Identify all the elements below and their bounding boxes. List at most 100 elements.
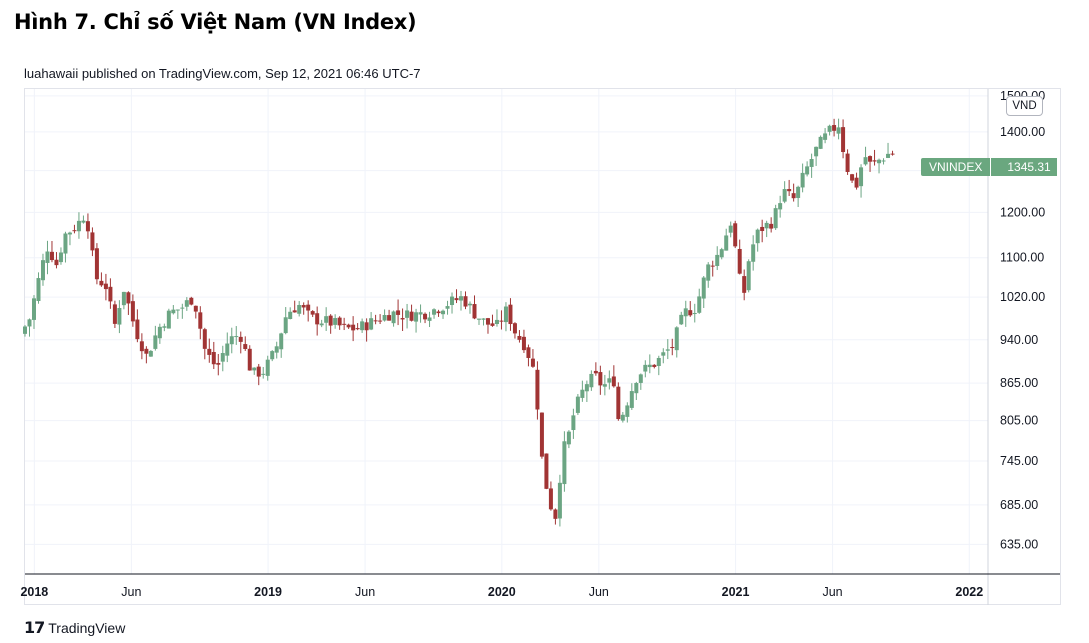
- candle-body: [351, 324, 356, 331]
- candle-body: [710, 265, 715, 267]
- candle-body: [481, 318, 486, 320]
- candle-body: [265, 359, 270, 376]
- candle-body: [391, 311, 396, 324]
- candle-body: [418, 312, 423, 315]
- candle-body: [850, 174, 855, 181]
- candle-body: [634, 383, 639, 394]
- candle-body: [647, 364, 652, 368]
- candle-body: [526, 347, 531, 358]
- y-tick-label: 1100.00: [1000, 251, 1044, 265]
- candle-body: [99, 280, 104, 286]
- x-tick-label: Jun: [822, 585, 842, 599]
- candle-body: [463, 296, 468, 307]
- y-tick-label: 745.00: [1000, 454, 1038, 468]
- candle-body: [494, 319, 499, 324]
- candle-body: [638, 374, 643, 383]
- y-tick-label: 1020.00: [1000, 290, 1045, 304]
- last-price-value: 1345.31: [990, 158, 1057, 176]
- candle-body: [252, 367, 257, 371]
- candle-body: [589, 373, 594, 388]
- candle-body: [58, 252, 63, 263]
- candle-body: [279, 333, 284, 350]
- candle-body: [809, 158, 814, 167]
- candle-body: [877, 159, 882, 164]
- candle-body: [584, 384, 589, 392]
- y-tick-label: 865.00: [1000, 376, 1038, 390]
- candle-body: [764, 222, 769, 229]
- tradingview-logo[interactable]: 17 TradingView: [24, 618, 125, 637]
- candle-body: [301, 305, 306, 308]
- candle-body: [148, 350, 153, 357]
- candle-body: [139, 341, 144, 352]
- candle-body: [274, 346, 279, 353]
- candle-body: [562, 441, 567, 485]
- candle-body: [135, 319, 140, 340]
- candle-body: [566, 431, 571, 445]
- candle-body: [508, 304, 513, 325]
- currency-unit-badge[interactable]: VND: [1006, 96, 1043, 116]
- candle-body: [108, 286, 113, 302]
- chart-frame[interactable]: [24, 88, 1061, 605]
- candle-body: [890, 153, 895, 155]
- candle-body: [207, 348, 212, 355]
- y-tick-label: 1400.00: [1000, 125, 1045, 139]
- candle-body: [692, 313, 697, 315]
- candle-body: [436, 311, 441, 314]
- candle-body: [306, 304, 311, 311]
- candle-body: [616, 386, 621, 420]
- candle-body: [733, 223, 738, 247]
- candle-body: [144, 348, 149, 354]
- candle-body: [319, 323, 324, 326]
- y-tick-label: 1200.00: [1000, 205, 1045, 219]
- candle-body: [643, 364, 648, 372]
- candle-body: [409, 311, 414, 321]
- candle-body: [346, 324, 351, 328]
- candle-body: [324, 316, 329, 323]
- candle-body: [297, 304, 302, 314]
- candle-body: [773, 208, 778, 229]
- candle-body: [283, 317, 288, 334]
- candle-body: [162, 326, 167, 328]
- published-caption: luahawaii published on TradingView.com, …: [24, 66, 421, 81]
- candle-body: [476, 318, 481, 320]
- candle-body: [881, 160, 886, 162]
- page-title: Hình 7. Chỉ số Việt Nam (VN Index): [14, 10, 417, 34]
- candle-body: [868, 156, 873, 162]
- candle-body: [683, 308, 688, 317]
- candle-body: [841, 127, 846, 153]
- candle-body: [661, 352, 666, 356]
- candle-body: [427, 317, 432, 321]
- candle-body: [378, 320, 383, 322]
- candle-body: [818, 136, 823, 149]
- candle-body: [755, 229, 760, 244]
- candle-body: [796, 186, 801, 198]
- candle-body: [405, 310, 410, 318]
- candle-body: [364, 322, 369, 331]
- y-tick-label: 805.00: [1000, 414, 1038, 428]
- candle-body: [701, 277, 706, 299]
- candle-body: [117, 307, 122, 325]
- candle-body: [387, 315, 392, 321]
- candle-body: [625, 405, 630, 417]
- candle-body: [130, 301, 135, 322]
- candle-body: [454, 298, 459, 301]
- candle-body: [270, 351, 275, 360]
- candle-body: [54, 259, 59, 266]
- candle-body: [175, 309, 180, 311]
- candle-body: [679, 314, 684, 325]
- candle-body: [432, 309, 437, 315]
- candle-body: [490, 323, 495, 326]
- candle-body: [193, 305, 198, 312]
- candle-body: [863, 157, 868, 165]
- candle-body: [400, 318, 405, 320]
- candle-body: [571, 415, 576, 431]
- candle-body: [90, 232, 95, 251]
- candle-body: [548, 488, 553, 510]
- candle-body: [36, 278, 41, 301]
- candle-body: [72, 230, 77, 232]
- candle-body: [360, 321, 365, 331]
- candle-body: [503, 306, 508, 323]
- candle-body: [112, 304, 117, 324]
- candle-body: [620, 414, 625, 421]
